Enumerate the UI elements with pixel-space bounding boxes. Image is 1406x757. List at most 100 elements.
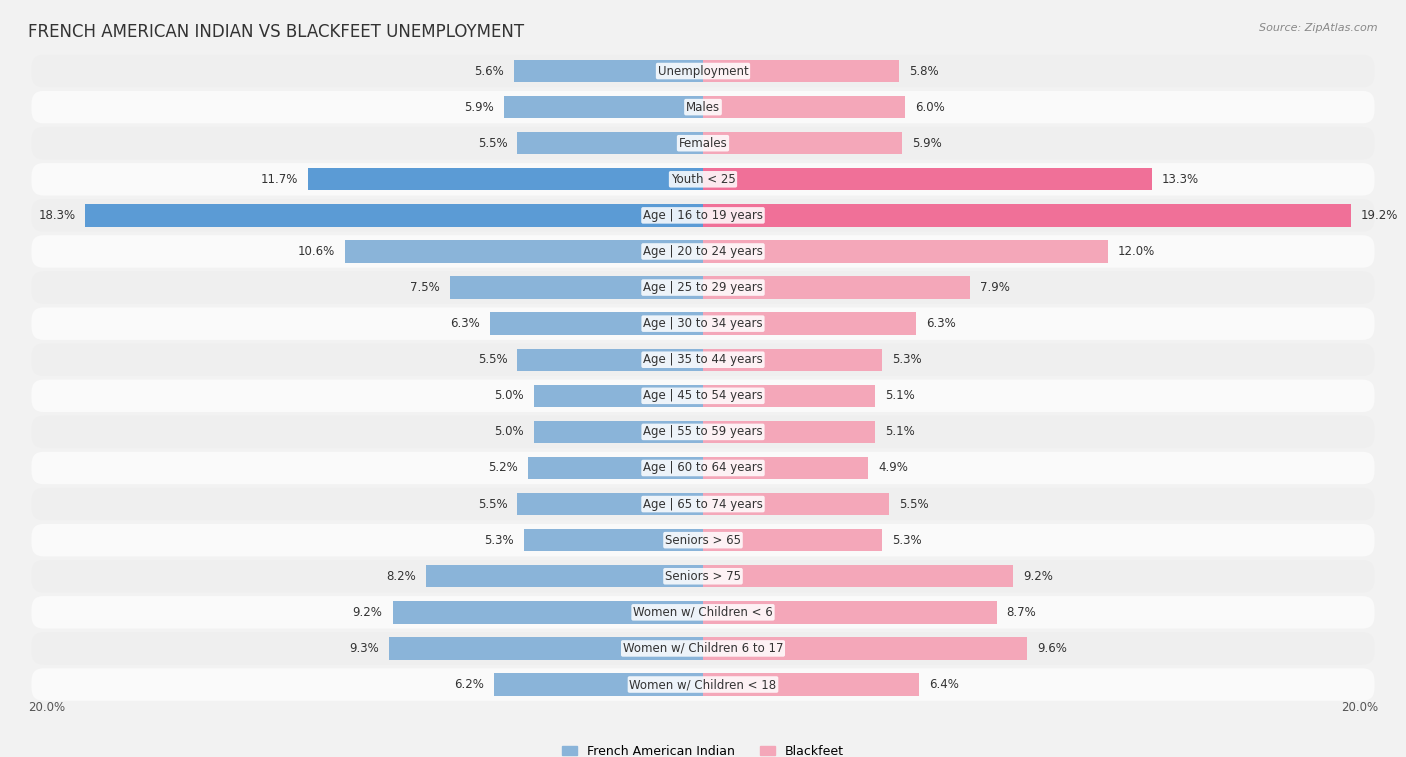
Text: 7.9%: 7.9%	[980, 281, 1010, 294]
Bar	[703, 132, 903, 154]
Text: 5.1%: 5.1%	[886, 389, 915, 402]
FancyBboxPatch shape	[31, 163, 1375, 195]
Text: 5.0%: 5.0%	[495, 389, 524, 402]
Bar	[389, 637, 703, 659]
Bar	[86, 204, 703, 226]
Text: Unemployment: Unemployment	[658, 64, 748, 77]
Bar	[346, 240, 703, 263]
Text: 6.3%: 6.3%	[925, 317, 956, 330]
Text: 18.3%: 18.3%	[38, 209, 76, 222]
Text: 5.5%: 5.5%	[478, 137, 508, 150]
Text: 6.3%: 6.3%	[450, 317, 481, 330]
Text: FRENCH AMERICAN INDIAN VS BLACKFEET UNEMPLOYMENT: FRENCH AMERICAN INDIAN VS BLACKFEET UNEM…	[28, 23, 524, 41]
Bar	[517, 132, 703, 154]
Bar	[308, 168, 703, 191]
Text: 5.9%: 5.9%	[464, 101, 494, 114]
Text: 5.3%: 5.3%	[891, 534, 921, 547]
Bar	[517, 493, 703, 516]
FancyBboxPatch shape	[31, 632, 1375, 665]
FancyBboxPatch shape	[31, 524, 1375, 556]
Text: Seniors > 75: Seniors > 75	[665, 570, 741, 583]
Text: Women w/ Children < 18: Women w/ Children < 18	[630, 678, 776, 691]
Text: Age | 65 to 74 years: Age | 65 to 74 years	[643, 497, 763, 510]
Text: Youth < 25: Youth < 25	[671, 173, 735, 185]
Text: 5.2%: 5.2%	[488, 462, 517, 475]
Bar	[703, 96, 905, 118]
Text: Seniors > 65: Seniors > 65	[665, 534, 741, 547]
Text: 7.5%: 7.5%	[411, 281, 440, 294]
Bar	[450, 276, 703, 299]
Text: 5.8%: 5.8%	[908, 64, 938, 77]
Bar	[517, 348, 703, 371]
Text: Age | 55 to 59 years: Age | 55 to 59 years	[643, 425, 763, 438]
Text: 20.0%: 20.0%	[28, 702, 65, 715]
Text: 5.9%: 5.9%	[912, 137, 942, 150]
Bar	[494, 673, 703, 696]
Bar	[703, 637, 1026, 659]
Text: Women w/ Children 6 to 17: Women w/ Children 6 to 17	[623, 642, 783, 655]
Text: 6.4%: 6.4%	[929, 678, 959, 691]
Text: Age | 16 to 19 years: Age | 16 to 19 years	[643, 209, 763, 222]
Text: 5.1%: 5.1%	[886, 425, 915, 438]
Bar	[491, 313, 703, 335]
Bar	[703, 168, 1152, 191]
FancyBboxPatch shape	[31, 91, 1375, 123]
FancyBboxPatch shape	[31, 416, 1375, 448]
Bar	[515, 60, 703, 83]
Bar	[527, 456, 703, 479]
Bar	[703, 529, 882, 551]
Text: 4.9%: 4.9%	[879, 462, 908, 475]
Text: 13.3%: 13.3%	[1161, 173, 1199, 185]
Text: Age | 60 to 64 years: Age | 60 to 64 years	[643, 462, 763, 475]
Text: 5.5%: 5.5%	[898, 497, 928, 510]
Bar	[426, 565, 703, 587]
Text: Males: Males	[686, 101, 720, 114]
Bar	[703, 60, 898, 83]
FancyBboxPatch shape	[31, 235, 1375, 268]
Text: Age | 45 to 54 years: Age | 45 to 54 years	[643, 389, 763, 402]
Bar	[703, 204, 1351, 226]
Legend: French American Indian, Blackfeet: French American Indian, Blackfeet	[562, 745, 844, 757]
Text: Age | 20 to 24 years: Age | 20 to 24 years	[643, 245, 763, 258]
Bar	[392, 601, 703, 624]
FancyBboxPatch shape	[31, 55, 1375, 87]
Bar	[534, 421, 703, 443]
FancyBboxPatch shape	[31, 379, 1375, 412]
Bar	[703, 385, 875, 407]
Bar	[703, 276, 970, 299]
FancyBboxPatch shape	[31, 344, 1375, 376]
Bar	[703, 240, 1108, 263]
Bar	[703, 493, 889, 516]
Bar	[503, 96, 703, 118]
FancyBboxPatch shape	[31, 452, 1375, 484]
Text: Women w/ Children < 6: Women w/ Children < 6	[633, 606, 773, 618]
Text: 8.2%: 8.2%	[387, 570, 416, 583]
Bar	[703, 421, 875, 443]
FancyBboxPatch shape	[31, 127, 1375, 160]
Bar	[703, 565, 1014, 587]
Text: 5.3%: 5.3%	[485, 534, 515, 547]
Bar	[703, 313, 915, 335]
Text: 9.2%: 9.2%	[353, 606, 382, 618]
FancyBboxPatch shape	[31, 307, 1375, 340]
FancyBboxPatch shape	[31, 199, 1375, 232]
Text: 5.6%: 5.6%	[474, 64, 503, 77]
Bar	[703, 601, 997, 624]
Bar	[703, 348, 882, 371]
Text: 19.2%: 19.2%	[1361, 209, 1399, 222]
Text: 5.5%: 5.5%	[478, 497, 508, 510]
FancyBboxPatch shape	[31, 560, 1375, 593]
Bar	[534, 385, 703, 407]
Bar	[703, 456, 869, 479]
Text: Age | 25 to 29 years: Age | 25 to 29 years	[643, 281, 763, 294]
Text: 20.0%: 20.0%	[1341, 702, 1378, 715]
Text: 6.2%: 6.2%	[454, 678, 484, 691]
Bar	[703, 673, 920, 696]
Bar	[524, 529, 703, 551]
Text: Age | 30 to 34 years: Age | 30 to 34 years	[643, 317, 763, 330]
Text: 9.3%: 9.3%	[349, 642, 380, 655]
FancyBboxPatch shape	[31, 488, 1375, 520]
Text: Source: ZipAtlas.com: Source: ZipAtlas.com	[1260, 23, 1378, 33]
Text: 9.6%: 9.6%	[1038, 642, 1067, 655]
Text: 5.0%: 5.0%	[495, 425, 524, 438]
